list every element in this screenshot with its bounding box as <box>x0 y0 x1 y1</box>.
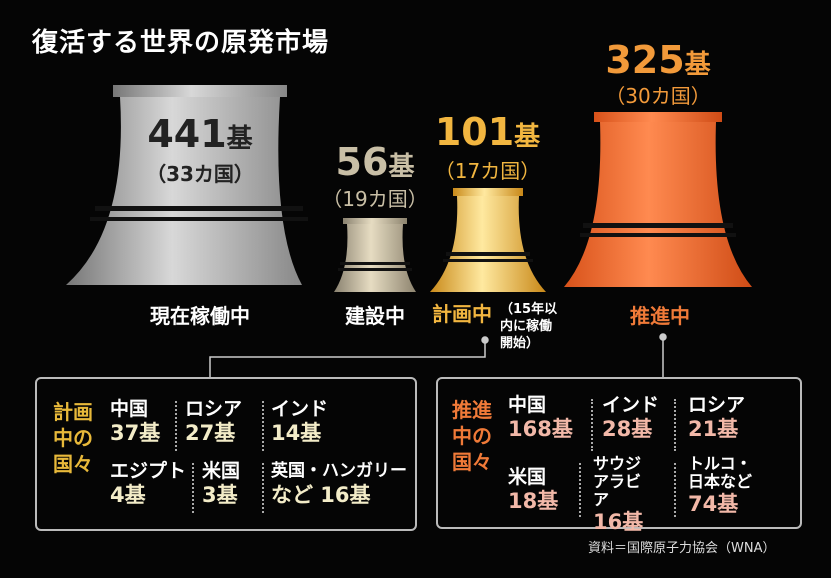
construction-count: 56基 <box>335 140 415 184</box>
page-title: 復活する世界の原発市場 <box>32 28 330 58</box>
planned-item: 米国 3基 <box>202 460 241 507</box>
planned-label: 計画中 <box>432 302 492 326</box>
planned-item: ロシア 27基 <box>185 398 243 445</box>
operating-label: 現在稼働中 <box>150 304 250 328</box>
planned-item: エジプト 4基 <box>110 460 187 507</box>
construction-label: 建設中 <box>345 304 405 328</box>
tower-proposed <box>564 112 752 287</box>
planned-count: 101基 <box>434 110 541 154</box>
planned-item: 中国 37基 <box>110 398 161 445</box>
proposed-item: トルコ・日本など 74基 <box>688 454 753 517</box>
planned-countries: （17カ国） <box>434 159 541 183</box>
proposed-countries: （30カ国） <box>605 84 711 108</box>
proposed-item: 米国 18基 <box>508 466 559 513</box>
proposed-item: サウジアラビア 16基 <box>593 454 644 535</box>
planned-box-heading: 計画 中の 国々 <box>53 400 93 476</box>
proposed-item: 中国 168基 <box>508 394 573 441</box>
source-note: 資料＝国際原子力協会（WNA） <box>588 541 776 556</box>
proposed-count: 325基 <box>605 38 711 82</box>
tower-operating <box>66 85 308 285</box>
planned-countries-box: 計画 中の 国々 中国 37基 ロシア 27基 インド 14基 エジプト 4基 米国 3基 英… <box>35 377 417 531</box>
operating-count: 441基 <box>147 112 253 156</box>
proposed-box-heading: 推進 中の 国々 <box>452 398 492 474</box>
proposed-label: 推進中 <box>630 304 690 328</box>
proposed-countries-box: 推進 中の 国々 中国 168基 インド 28基 ロシア 21基 米国 18基 サウジアラビ… <box>436 377 802 534</box>
planned-item: インド 14基 <box>271 398 329 445</box>
proposed-item: インド 28基 <box>602 394 660 441</box>
construction-countries: （19カ国） <box>322 187 428 211</box>
tower-planned <box>430 188 546 292</box>
connector-lines <box>209 333 667 377</box>
tower-construction <box>334 218 416 292</box>
planned-note: （15年以内に稼働開始） <box>500 302 558 351</box>
operating-countries: （33カ国） <box>146 162 254 186</box>
proposed-item: ロシア 21基 <box>688 394 746 441</box>
planned-item: 英国・ハンガリー など 16基 <box>271 461 407 507</box>
